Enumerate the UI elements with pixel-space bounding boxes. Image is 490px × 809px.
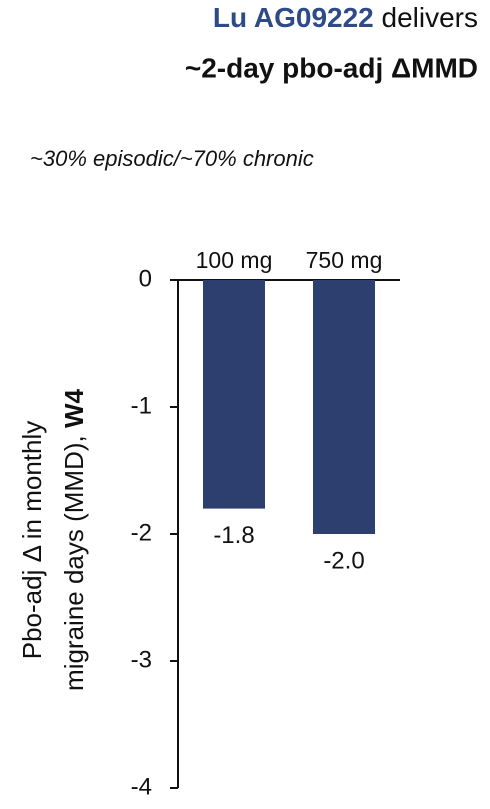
y-tick-label: -3 <box>131 646 152 673</box>
chart-title: Lu AG09222 delivers <box>213 2 478 33</box>
y-label-part: W4 <box>59 388 89 428</box>
y-label-line: migraine days (MMD), W4 <box>59 388 89 690</box>
y-tick-label: -4 <box>131 773 152 800</box>
value-label: -1.8 <box>213 522 254 549</box>
bar <box>313 280 375 534</box>
y-axis-label: Pbo-adj Δ in monthly migraine days (MMD)… <box>17 388 89 690</box>
title-part: Lu AG09222 <box>213 2 374 33</box>
y-tick-label: 0 <box>139 265 152 292</box>
y-tick-label: -2 <box>131 519 152 546</box>
bar <box>203 280 265 509</box>
title-part: delivers <box>382 2 478 33</box>
title-part: ~2-day pbo-adj ΔMMD <box>185 52 478 83</box>
chart-subtitle: ~30% episodic/~70% chronic <box>30 146 314 171</box>
value-label: -2.0 <box>323 547 364 574</box>
category-label: 100 mg <box>196 247 273 273</box>
y-tick-label: -1 <box>131 392 152 419</box>
category-label: 750 mg <box>306 247 383 273</box>
y-label-part: migraine days (MMD), <box>59 435 89 691</box>
y-label-part: Pbo-adj Δ in monthly <box>17 421 47 660</box>
